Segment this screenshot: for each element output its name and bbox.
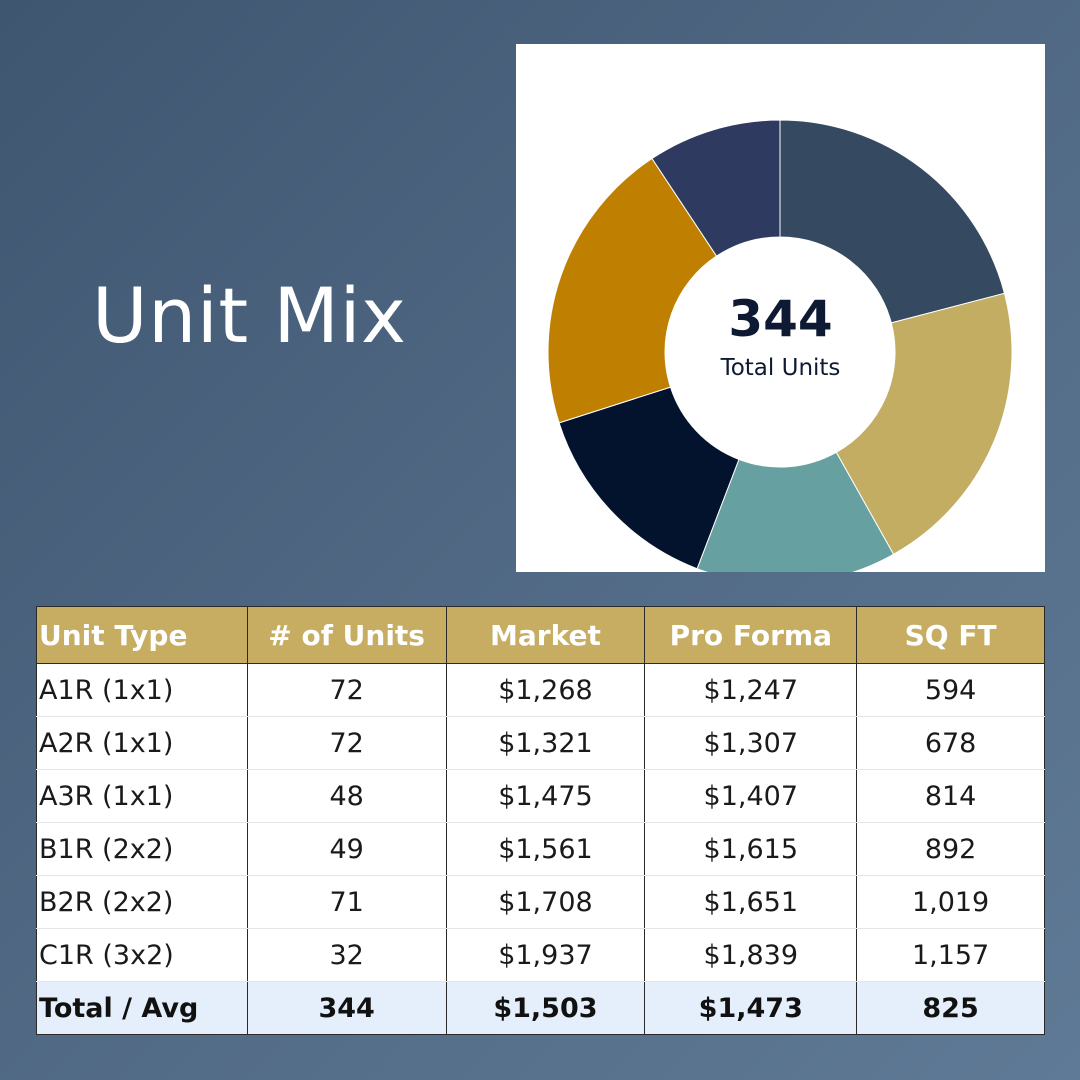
- total-units-value: 344: [728, 290, 833, 348]
- cell-unit-type: A2R (1x1): [36, 716, 248, 770]
- cell-pro-forma: $1,651: [644, 875, 858, 929]
- header-pro-forma: Pro Forma: [644, 606, 858, 664]
- page-title: Unit Mix: [92, 271, 407, 360]
- cell-pro-forma: $1,407: [644, 769, 858, 823]
- total-units-label: Total Units: [720, 355, 841, 381]
- cell-unit-type: B1R (2x2): [36, 822, 248, 876]
- table-row: A1R (1x1) 72 $1,268 $1,247 594: [36, 663, 1045, 717]
- cell-pro-forma: $1,247: [644, 663, 858, 717]
- donut-chart-card: 344 Total Units: [516, 44, 1045, 572]
- header-sq-ft: SQ FT: [856, 606, 1045, 664]
- cell-market: $1,708: [445, 875, 646, 929]
- total-row: Total / Avg 344 $1,503 $1,473 825: [36, 981, 1045, 1035]
- cell-pro-forma: $1,307: [644, 716, 858, 770]
- cell-market: $1,937: [445, 928, 646, 982]
- unit-mix-table: Unit Type # of Units Market Pro Forma SQ…: [36, 606, 1045, 1035]
- donut-slice-a3r: [696, 451, 895, 572]
- total-units: 344: [246, 981, 447, 1035]
- table-row: A3R (1x1) 48 $1,475 $1,407 814: [36, 769, 1045, 823]
- cell-sq-ft: 1,019: [856, 875, 1045, 929]
- donut-chart: [547, 119, 1013, 572]
- cell-sq-ft: 594: [856, 663, 1045, 717]
- cell-units: 32: [246, 928, 447, 982]
- total-market: $1,503: [445, 981, 646, 1035]
- cell-unit-type: B2R (2x2): [36, 875, 248, 929]
- cell-market: $1,561: [445, 822, 646, 876]
- total-pro-forma: $1,473: [644, 981, 858, 1035]
- table-row: B2R (2x2) 71 $1,708 $1,651 1,019: [36, 875, 1045, 929]
- cell-units: 72: [246, 663, 447, 717]
- cell-sq-ft: 1,157: [856, 928, 1045, 982]
- donut-slice-b2r: [547, 157, 718, 424]
- header-market: Market: [445, 606, 646, 664]
- total-label: Total / Avg: [36, 981, 248, 1035]
- donut-slice-c1r: [651, 119, 781, 257]
- cell-units: 71: [246, 875, 447, 929]
- cell-units: 49: [246, 822, 447, 876]
- table-header-row: Unit Type # of Units Market Pro Forma SQ…: [36, 606, 1045, 664]
- donut-slice-a1r: [779, 119, 1006, 324]
- cell-market: $1,475: [445, 769, 646, 823]
- cell-unit-type: A1R (1x1): [36, 663, 248, 717]
- cell-sq-ft: 892: [856, 822, 1045, 876]
- cell-units: 48: [246, 769, 447, 823]
- donut-slice-b1r: [558, 386, 740, 570]
- cell-sq-ft: 678: [856, 716, 1045, 770]
- cell-market: $1,321: [445, 716, 646, 770]
- header-unit-type: Unit Type: [36, 606, 248, 664]
- cell-pro-forma: $1,839: [644, 928, 858, 982]
- table-row: C1R (3x2) 32 $1,937 $1,839 1,157: [36, 928, 1045, 982]
- cell-unit-type: C1R (3x2): [36, 928, 248, 982]
- donut-slice-a2r: [835, 292, 1013, 555]
- cell-unit-type: A3R (1x1): [36, 769, 248, 823]
- cell-units: 72: [246, 716, 447, 770]
- total-sq-ft: 825: [856, 981, 1045, 1035]
- cell-sq-ft: 814: [856, 769, 1045, 823]
- cell-pro-forma: $1,615: [644, 822, 858, 876]
- table-row: B1R (2x2) 49 $1,561 $1,615 892: [36, 822, 1045, 876]
- table-row: A2R (1x1) 72 $1,321 $1,307 678: [36, 716, 1045, 770]
- cell-market: $1,268: [445, 663, 646, 717]
- header-units: # of Units: [246, 606, 447, 664]
